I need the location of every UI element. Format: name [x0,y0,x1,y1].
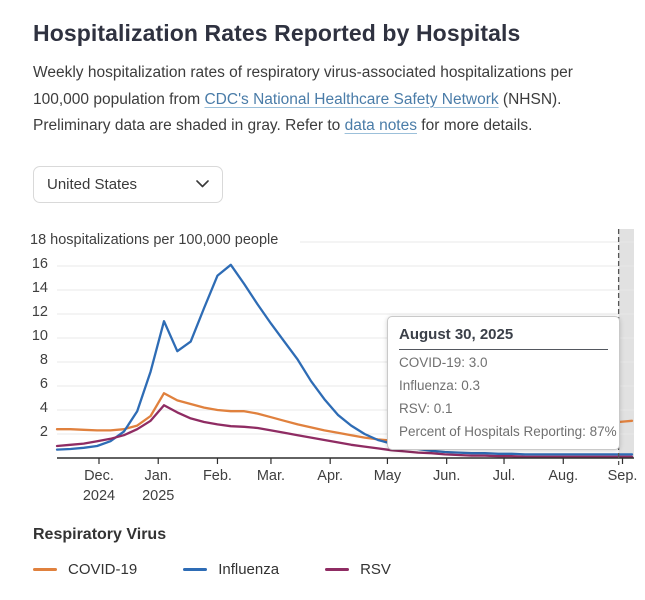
page-title: Hospitalization Rates Reported by Hospit… [33,20,521,46]
x-tick-label: Apr. [317,467,344,484]
rsv-line-swatch-icon [325,568,350,571]
legend-items: COVID-19 Influenza RSV [33,561,612,578]
x-tick-label: May [373,467,402,484]
tooltip-row-reporting: Percent of Hospitals Reporting: 87% [399,423,617,439]
region-select-value: United States [47,175,138,193]
x-tick-label: Aug. [548,467,579,484]
x-tick-label: Jul. [492,467,516,484]
x-tick-label: Jan. 2025 [142,467,175,505]
description-text: (NHSN). Preliminary data are shaded in g… [33,90,562,135]
y-tick-label: 14 [31,279,48,296]
page-description: Weekly hospitalization rates of respirat… [33,60,612,140]
legend-item-rsv: RSV [325,561,391,578]
y-tick-label: 2 [39,423,48,440]
legend-label: RSV [360,560,391,578]
legend-item-covid19: COVID-19 [33,561,137,578]
description-text: Weekly hospitalization rates of respirat… [33,64,573,108]
data-notes-link[interactable]: data notes [344,117,417,135]
chart: 18 hospitalizations per 100,000 people A… [0,226,645,512]
tooltip-date: August 30, 2025 [399,326,608,350]
x-tick-label: Mar. [256,467,286,484]
y-tick-label: 10 [31,327,48,344]
tooltip-row-influenza: Influenza: 0.3 [399,378,481,394]
chart-tooltip: August 30, 2025 COVID-19: 3.0 Influenza:… [387,315,620,450]
y-axis-top-label: 18 hospitalizations per 100,000 people [30,231,279,248]
y-tick-label: 6 [39,375,48,392]
nhsn-link[interactable]: CDC's National Healthcare Safety Network [204,90,499,108]
y-tick-label: 12 [31,303,48,320]
chevron-down-icon [196,180,209,188]
y-tick-label: 8 [39,351,48,368]
series-line-influenza [55,263,634,456]
description-text: for more details. [417,117,533,135]
chart-legend: Respiratory Virus COVID-19 Influenza RSV [33,526,612,578]
y-tick-label: 16 [31,255,48,272]
x-tick-label: Feb. [202,467,232,484]
x-tick-label: Jun. [432,467,461,484]
series-line-rsv [55,404,634,458]
legend-label: COVID-19 [68,560,138,578]
x-tick-label: Dec. 2024 [82,467,116,505]
influenza-line-swatch-icon [183,568,208,571]
tooltip-row-rsv: RSV: 0.1 [399,400,453,416]
y-tick-label: 4 [39,399,48,416]
tooltip-row-covid19: COVID-19: 3.0 [399,355,488,371]
region-select[interactable]: United States [33,165,223,203]
legend-label: Influenza [218,560,280,578]
x-tick-label: Sep. [607,467,638,484]
legend-item-influenza: Influenza [183,561,279,578]
covid19-line-swatch-icon [33,568,57,571]
preliminary-data-band [618,228,634,458]
legend-title: Respiratory Virus [33,525,167,543]
